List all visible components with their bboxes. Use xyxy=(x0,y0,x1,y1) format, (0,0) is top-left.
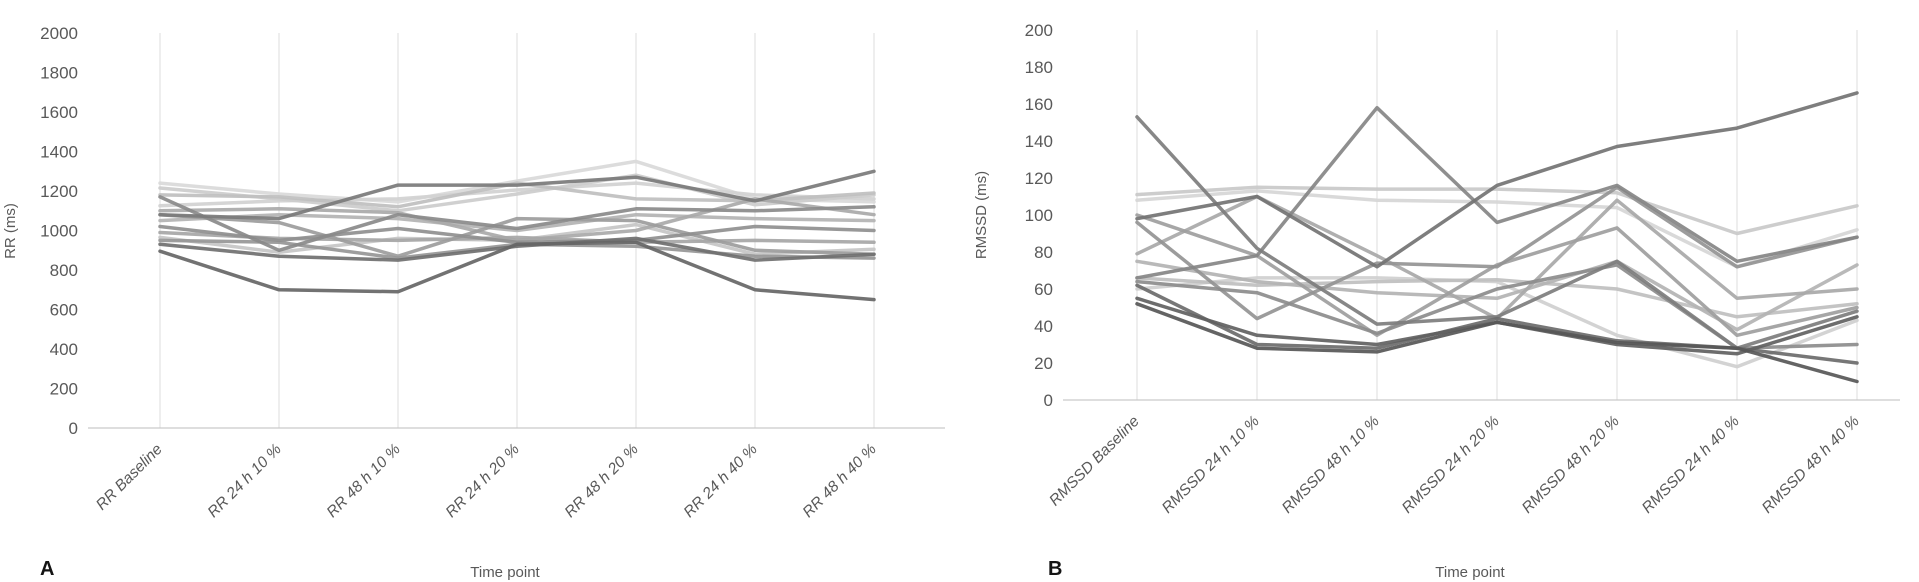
chart-b-svg: 0 20 40 60 80 100 120 140 160 180 200 RMSSD Baselin… xyxy=(973,21,1900,581)
y-tick-label: 100 xyxy=(1025,206,1053,225)
series-line-subject-3 xyxy=(1135,185,1859,236)
series-line-subject-14 xyxy=(158,236,876,262)
x-tick-label: RR 24 h 20 % xyxy=(443,441,523,521)
x-tick-label: RMSSD 24 h 40 % xyxy=(1639,413,1743,517)
y-axis-title-a: RR (ms) xyxy=(2,203,19,259)
series-line-subject-7 xyxy=(158,197,876,243)
plot-area-b: 0 20 40 60 80 100 120 140 160 180 200 RMSSD Baselin… xyxy=(1025,21,1900,517)
y-tick-label: 180 xyxy=(1025,58,1053,77)
series-line-subject-3 xyxy=(158,173,876,213)
x-tick-label: RR 48 h 10 % xyxy=(324,441,404,521)
series-line-subject-11 xyxy=(158,224,876,245)
chart-panel-b: 0 20 40 60 80 100 120 140 160 180 200 RMSSD Baselin… xyxy=(960,0,1919,582)
series-line-subject-2 xyxy=(158,181,876,208)
y-tick-label: 1600 xyxy=(40,103,78,122)
x-tick-label: RR 48 h 40 % xyxy=(800,441,880,521)
y-tick-label: 160 xyxy=(1025,95,1053,114)
y-tick-label: 80 xyxy=(1034,243,1053,262)
y-tick-label: 2000 xyxy=(40,24,78,43)
series-line-subject-2 xyxy=(1135,276,1859,369)
series-line-subject-9 xyxy=(158,212,876,258)
x-tick-label: RMSSD 24 h 20 % xyxy=(1399,413,1503,517)
series-line-subject-8 xyxy=(158,230,876,245)
y-tick-label: 1400 xyxy=(40,143,78,162)
x-axis-title-b: Time point xyxy=(1435,564,1505,581)
y-tick-label: 0 xyxy=(69,419,78,438)
series-line-subject-12 xyxy=(158,195,876,253)
x-axis-title-a: Time point xyxy=(470,564,540,581)
y-tick-label: 600 xyxy=(50,301,78,320)
x-tick-label: RR 24 h 40 % xyxy=(681,441,761,521)
chart-a-svg: 0 200 400 600 800 1000 1200 1400 1600 1800 2000 RR … xyxy=(2,24,945,581)
series-line-subject-4 xyxy=(1135,276,1859,319)
y-tick-label: 1800 xyxy=(40,64,78,83)
panel-label-a: A xyxy=(40,558,54,580)
y-tick-label: 400 xyxy=(50,340,78,359)
x-tick-label: RMSSD Baseline xyxy=(1046,413,1143,510)
y-tick-label: 140 xyxy=(1025,132,1053,151)
y-tick-label: 0 xyxy=(1044,391,1053,410)
x-tick-label: RMSSD 48 h 10 % xyxy=(1279,413,1383,517)
y-tick-label: 40 xyxy=(1034,317,1053,336)
plot-area-a: 0 200 400 600 800 1000 1200 1400 1600 1800 2000 RR … xyxy=(40,24,945,521)
series-line-subject-8 xyxy=(1135,185,1859,321)
y-tick-label: 200 xyxy=(1025,21,1053,40)
x-tick-label: RMSSD 48 h 40 % xyxy=(1759,413,1863,517)
y-tick-label: 1200 xyxy=(40,182,78,201)
x-tick-label: RR 48 h 20 % xyxy=(562,441,642,521)
series-line-subject-15 xyxy=(158,240,876,302)
y-tick-label: 120 xyxy=(1025,169,1053,188)
x-tick-label: RMSSD 24 h 10 % xyxy=(1159,413,1263,517)
series-line-subject-5 xyxy=(1135,259,1859,332)
y-tick-label: 20 xyxy=(1034,354,1053,373)
series-line-subject-15 xyxy=(1135,302,1859,384)
y-tick-label: 60 xyxy=(1034,280,1053,299)
y-tick-label: 800 xyxy=(50,261,78,280)
chart-panel-a: 0 200 400 600 800 1000 1200 1400 1600 1800 2000 RR … xyxy=(2,24,945,581)
panel-label-b: B xyxy=(1048,558,1062,580)
x-tick-label: RR Baseline xyxy=(93,441,166,514)
series-line-subject-13 xyxy=(158,169,876,221)
series-line-subject-12 xyxy=(1135,91,1859,269)
y-tick-label: 1000 xyxy=(40,222,78,241)
y-axis-title-b: RMSSD (ms) xyxy=(973,171,990,259)
series-line-subject-10 xyxy=(1135,105,1859,280)
series-line-subject-6 xyxy=(158,212,876,233)
x-tick-label: RR 24 h 10 % xyxy=(205,441,285,521)
x-tick-label: RMSSD 48 h 20 % xyxy=(1519,413,1623,517)
y-tick-label: 200 xyxy=(50,380,78,399)
